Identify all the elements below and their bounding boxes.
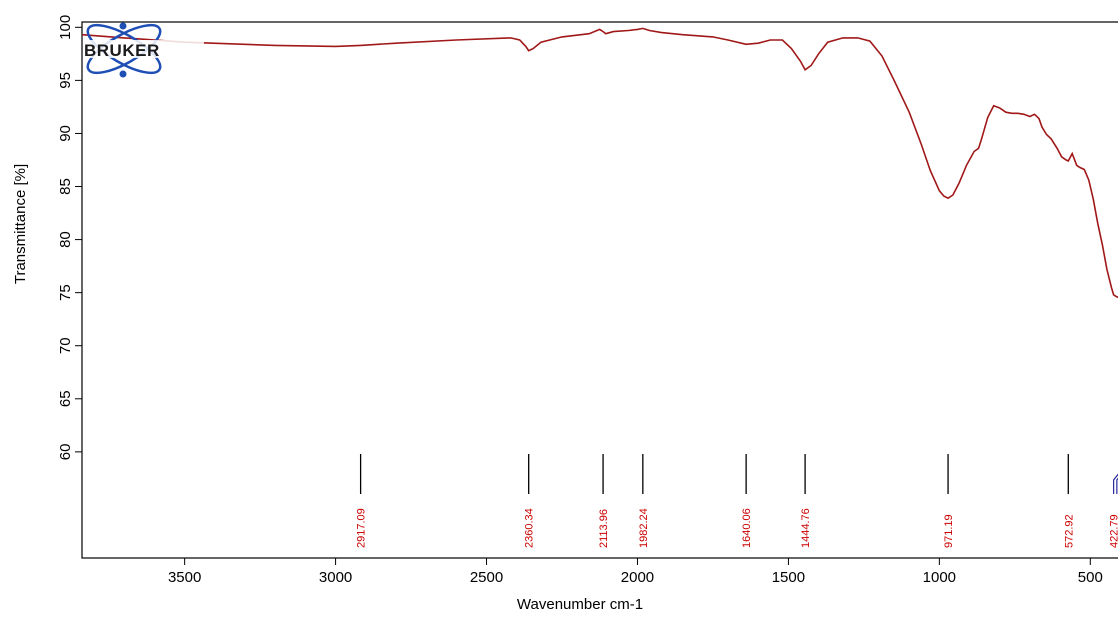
peak-label: 1640.06 — [741, 508, 753, 548]
x-axis-title: Wavenumber cm-1 — [517, 596, 643, 613]
logo-dot-top — [119, 22, 127, 30]
x-axis: 3500 3000 2500 2000 1500 1000 500 — [168, 558, 1103, 586]
x-tick-label: 1000 — [923, 569, 956, 586]
x-tick-label: 3500 — [168, 569, 201, 586]
x-tick-label: 2500 — [470, 569, 503, 586]
x-tick-label: 1500 — [772, 569, 805, 586]
peak-label: 422.79 — [1109, 514, 1118, 548]
y-tick-label: 90 — [57, 125, 74, 142]
plot-frame — [81, 21, 1118, 559]
logo-text: BRUKER — [84, 41, 160, 60]
y-axis-title: Transmittance [%] — [12, 164, 29, 284]
peak-label: 1444.76 — [800, 508, 812, 548]
y-tick-label: 85 — [57, 178, 74, 195]
peak-label: 572.92 — [1063, 514, 1075, 548]
peak-label: 2917.09 — [356, 508, 368, 548]
y-tick-label: 70 — [57, 337, 74, 354]
y-tick-label: 60 — [57, 444, 74, 461]
spectrum-line — [81, 27, 1118, 299]
logo-orbit-1 — [86, 23, 162, 75]
peak-markers: 2917.09 2360.34 2113.96 1982.24 1640.06 1444.… — [356, 454, 1118, 548]
y-axis: 60 65 70 75 80 85 90 95 100 — [57, 15, 82, 460]
logo-orbit-2 — [86, 23, 162, 75]
y-tick-label: 95 — [57, 72, 74, 89]
y-tick-label: 75 — [57, 284, 74, 301]
x-tick-label: 3000 — [319, 569, 352, 586]
logo-dot-bottom — [119, 70, 127, 78]
logo-text-backdrop — [84, 40, 204, 58]
peak-label: 2113.96 — [598, 509, 610, 548]
bruker-logo: BRUKER — [84, 22, 204, 78]
x-tick-label: 2000 — [621, 569, 654, 586]
x-tick-label: 500 — [1078, 569, 1103, 586]
peak-leader — [1113, 473, 1118, 494]
peak-label: 2360.34 — [524, 508, 536, 548]
peak-label: 971.19 — [943, 514, 955, 548]
y-tick-label: 80 — [57, 231, 74, 248]
y-tick-label: 100 — [57, 15, 74, 40]
peak-label: 1982.24 — [638, 508, 650, 548]
peak-leader — [1116, 477, 1118, 494]
y-tick-label: 65 — [57, 390, 74, 407]
